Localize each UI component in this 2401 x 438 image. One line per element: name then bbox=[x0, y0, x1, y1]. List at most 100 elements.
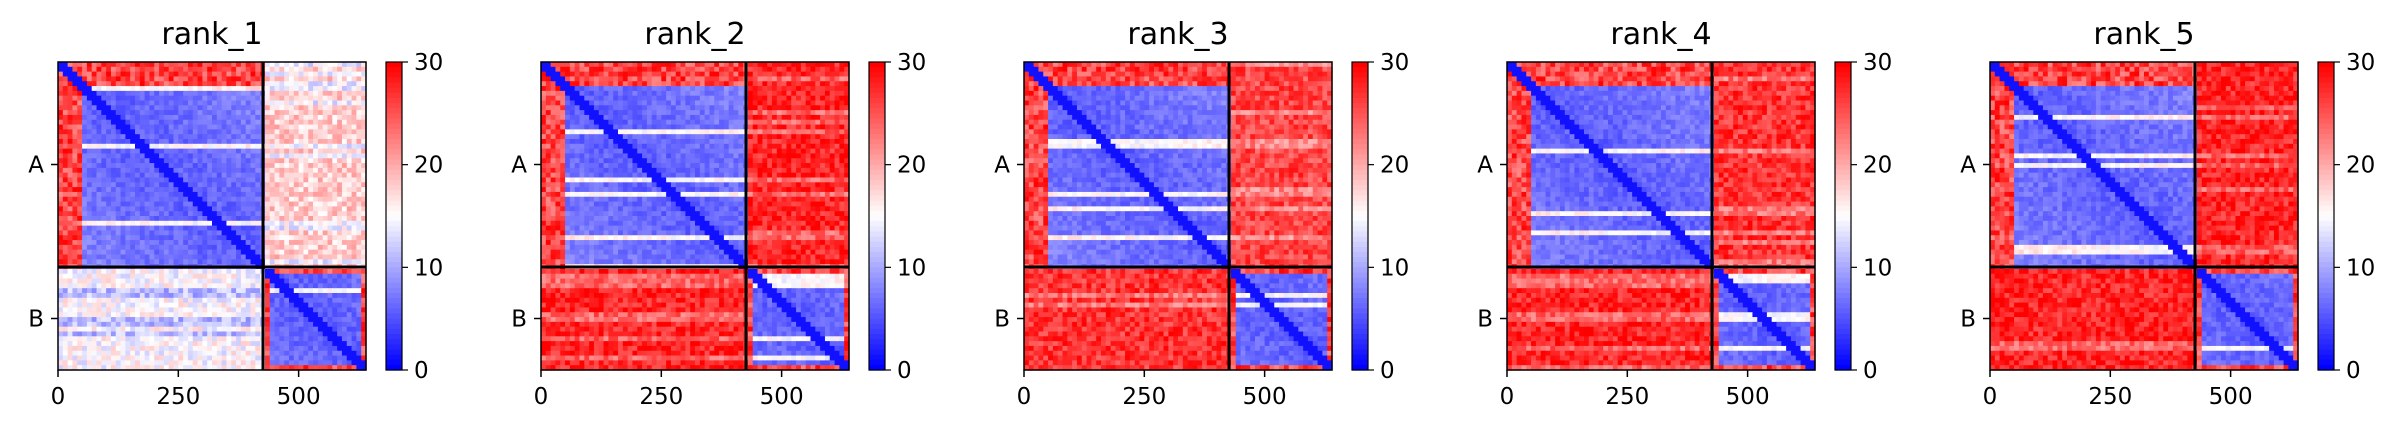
heatmap-cell bbox=[613, 110, 618, 115]
heatmap-cell bbox=[130, 91, 135, 96]
heatmap-cell bbox=[551, 105, 556, 110]
heatmap-cell bbox=[178, 255, 183, 260]
heatmap-cell bbox=[77, 139, 82, 144]
heatmap-cell bbox=[265, 81, 270, 86]
heatmap-cell bbox=[323, 91, 328, 96]
heatmap-cell bbox=[661, 72, 666, 77]
heatmap-cell bbox=[308, 255, 313, 260]
heatmap-cell bbox=[101, 197, 106, 202]
heatmap-cell bbox=[82, 86, 87, 91]
heatmap-cell bbox=[323, 303, 328, 308]
heatmap-cell bbox=[198, 317, 203, 322]
heatmap-cell bbox=[279, 62, 284, 67]
heatmap-cell bbox=[265, 129, 270, 134]
heatmap-cell bbox=[231, 240, 236, 245]
heatmap-cell bbox=[169, 76, 174, 81]
heatmap-cell bbox=[222, 129, 227, 134]
heatmap-cell bbox=[289, 153, 294, 158]
heatmap-cell bbox=[159, 182, 164, 187]
heatmap-cell bbox=[356, 206, 361, 211]
heatmap-cell bbox=[63, 332, 68, 337]
heatmap-cell bbox=[318, 226, 323, 231]
heatmap-cell bbox=[164, 327, 169, 332]
heatmap-cell bbox=[217, 72, 222, 77]
heatmap-cell bbox=[356, 144, 361, 149]
heatmap-cell bbox=[202, 293, 207, 298]
heatmap-cell bbox=[188, 76, 193, 81]
heatmap-cell bbox=[68, 101, 73, 106]
heatmap-cell bbox=[825, 86, 830, 91]
heatmap-cell bbox=[294, 279, 299, 284]
heatmap-cell bbox=[97, 279, 102, 284]
heatmap-cell bbox=[289, 312, 294, 317]
heatmap-cell bbox=[193, 322, 198, 327]
heatmap-cell bbox=[198, 235, 203, 240]
heatmap-cell bbox=[279, 235, 284, 240]
heatmap-cell bbox=[121, 202, 126, 207]
heatmap-cell bbox=[825, 101, 830, 106]
heatmap-cell bbox=[174, 216, 179, 221]
heatmap-cell bbox=[212, 86, 217, 91]
heatmap-cell bbox=[92, 216, 97, 221]
heatmap-cell bbox=[193, 149, 198, 154]
heatmap-cell bbox=[149, 221, 154, 226]
heatmap-cell bbox=[323, 187, 328, 192]
heatmap-cell bbox=[647, 91, 652, 96]
heatmap-cell bbox=[159, 259, 164, 264]
heatmap-cell bbox=[217, 288, 222, 293]
heatmap-cell bbox=[106, 307, 111, 312]
heatmap-cell bbox=[352, 351, 357, 356]
heatmap-cell bbox=[608, 86, 613, 91]
heatmap-cell bbox=[599, 110, 604, 115]
heatmap-cell bbox=[77, 149, 82, 154]
heatmap-cell bbox=[560, 101, 565, 106]
heatmap-cell bbox=[555, 115, 560, 120]
heatmap-cell bbox=[183, 134, 188, 139]
heatmap-cell bbox=[604, 86, 609, 91]
heatmap-cell bbox=[164, 192, 169, 197]
heatmap-cell bbox=[570, 81, 575, 86]
heatmap-cell bbox=[323, 105, 328, 110]
heatmap-cell bbox=[82, 259, 87, 264]
heatmap-cell bbox=[212, 293, 217, 298]
colorbar-segment bbox=[386, 124, 402, 130]
heatmap-cell bbox=[188, 149, 193, 154]
heatmap-cell bbox=[265, 197, 270, 202]
heatmap-cell bbox=[356, 312, 361, 317]
heatmap-cell bbox=[135, 149, 140, 154]
heatmap-cell bbox=[265, 279, 270, 284]
heatmap-cell bbox=[313, 255, 318, 260]
heatmap-cell bbox=[72, 163, 77, 168]
heatmap-cell bbox=[68, 178, 73, 183]
heatmap-cell bbox=[101, 332, 106, 337]
heatmap-cell bbox=[68, 288, 73, 293]
heatmap-cell bbox=[308, 230, 313, 235]
heatmap-cell bbox=[352, 163, 357, 168]
heatmap-cell bbox=[294, 211, 299, 216]
heatmap-cell bbox=[178, 81, 183, 86]
heatmap-cell bbox=[299, 211, 304, 216]
heatmap-cell bbox=[284, 240, 289, 245]
heatmap-cell bbox=[236, 327, 241, 332]
heatmap-cell bbox=[265, 327, 270, 332]
heatmap-cell bbox=[169, 341, 174, 346]
heatmap-cell bbox=[275, 139, 280, 144]
heatmap-cell bbox=[178, 168, 183, 173]
heatmap-cell bbox=[303, 153, 308, 158]
heatmap-cell bbox=[125, 327, 130, 332]
heatmap-cell bbox=[193, 221, 198, 226]
heatmap-cell bbox=[356, 230, 361, 235]
heatmap-cell bbox=[145, 283, 150, 288]
heatmap-cell bbox=[207, 230, 212, 235]
heatmap-cell bbox=[226, 163, 231, 168]
heatmap-cell bbox=[318, 144, 323, 149]
heatmap-cell bbox=[149, 72, 154, 77]
heatmap-cell bbox=[308, 221, 313, 226]
heatmap-cell bbox=[246, 341, 251, 346]
heatmap-cell bbox=[251, 173, 256, 178]
heatmap-cell bbox=[154, 168, 159, 173]
heatmap-cell bbox=[255, 283, 260, 288]
heatmap-cell bbox=[279, 91, 284, 96]
heatmap-cell bbox=[772, 101, 777, 106]
heatmap-cell bbox=[555, 101, 560, 106]
